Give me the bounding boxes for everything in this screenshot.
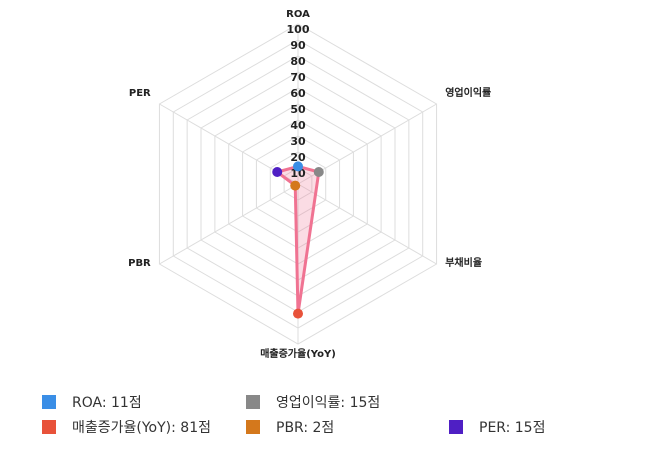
axis-label: 부채비율 [445,256,482,269]
data-point [290,180,301,191]
axis-label: 매출증가율(YoY) [260,347,336,360]
legend-label: 매출증가율(YoY): 81점 [72,420,211,436]
spoke [159,183,299,265]
legend-label: 영업이익률: 15점 [276,395,380,411]
legend-swatch [246,395,260,409]
axis-label: 영업이익률 [445,86,491,99]
legend-swatch [449,420,463,434]
legend-label: PER: 15점 [479,420,545,436]
r-tick-label: 10 [290,167,306,180]
legend-swatch [42,420,56,434]
r-tick-label: 50 [290,103,306,116]
r-tick-label: 40 [290,119,306,132]
spoke [297,183,437,265]
r-tick-label: 20 [290,151,306,164]
r-tick-label: 100 [287,23,310,36]
r-tick-label: 80 [290,55,306,68]
r-tick-label: 30 [290,135,306,148]
axis-label: PER [129,88,151,99]
data-point [313,167,324,177]
legend-label: ROA: 11점 [72,395,142,411]
data-point [293,161,303,172]
axis-label: ROA [286,9,310,20]
r-tick-label: 60 [290,87,306,100]
legend-label: PBR: 2점 [276,420,334,436]
r-tick-label: 90 [290,39,306,52]
legend-swatch [42,395,56,409]
axis-label: PBR [128,258,151,269]
data-point [272,167,283,177]
legend-swatch [246,420,260,434]
r-tick-label: 70 [290,71,306,84]
data-point [293,308,303,319]
